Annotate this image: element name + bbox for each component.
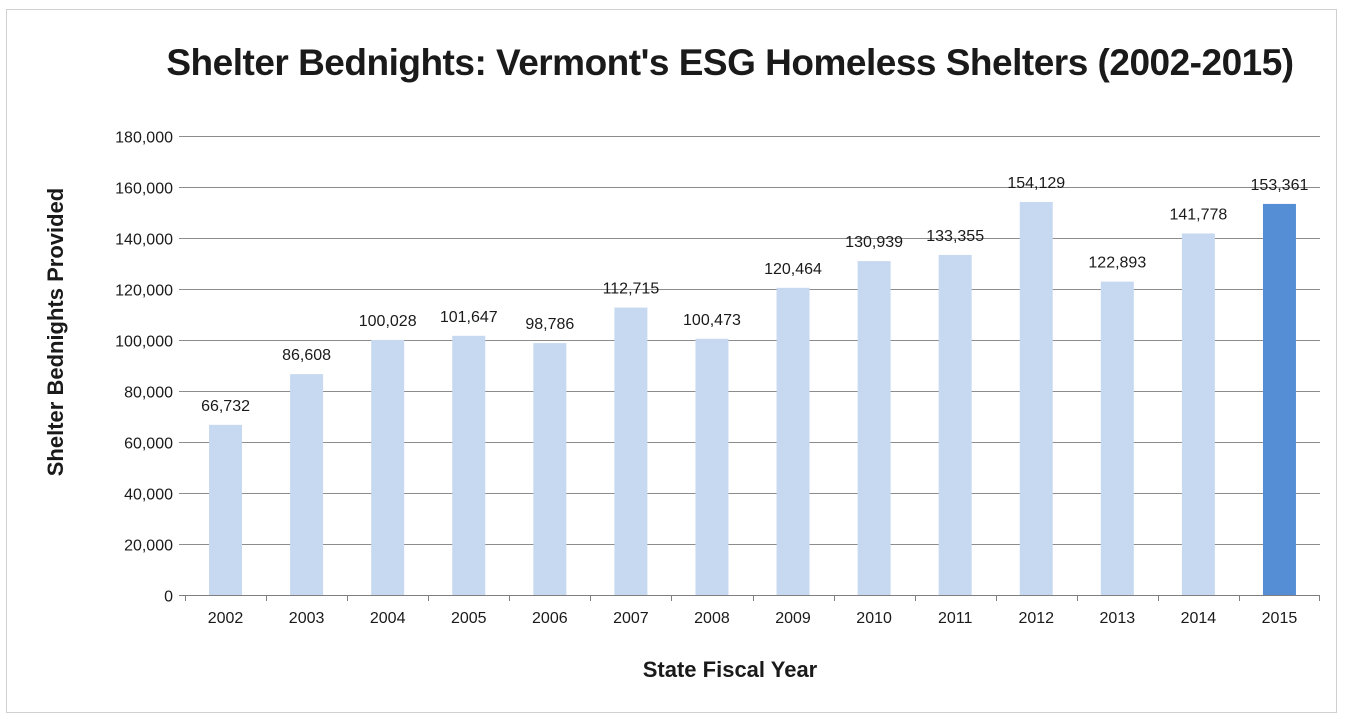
data-label-2013: 122,893 (1088, 255, 1146, 272)
y-tick-label: 120,000 (115, 283, 173, 300)
x-tick-label-2014: 2014 (1181, 610, 1217, 627)
x-tick-label-2015: 2015 (1262, 610, 1298, 627)
data-label-2012: 154,129 (1007, 175, 1065, 192)
bar-2010 (857, 261, 891, 595)
bar-2009 (776, 287, 810, 595)
y-axis-ticks: 0 20,000 40,000 60,000 80,000 100,000 120,000 1… (115, 130, 173, 606)
gridlines (179, 136, 1320, 596)
bar-2003 (290, 374, 324, 595)
x-tick-label-2013: 2013 (1100, 610, 1136, 627)
x-tick-label-2003: 2003 (289, 610, 325, 627)
bar-2013 (1100, 281, 1134, 595)
chart-title: Shelter Bednights: Vermont's ESG Homeles… (166, 42, 1294, 83)
bar-2011 (938, 254, 972, 595)
y-tick-label: 80,000 (124, 385, 173, 402)
x-tick-label-2010: 2010 (856, 610, 892, 627)
x-tick-label-2011: 2011 (938, 610, 973, 627)
data-label-2002: 66,732 (201, 398, 250, 415)
bar-2004 (371, 339, 405, 595)
x-tick-label-2009: 2009 (775, 610, 811, 627)
x-tick-label-2006: 2006 (532, 610, 568, 627)
x-tick-label-2012: 2012 (1018, 610, 1054, 627)
data-labels: 66,732 86,608 100,028 101,647 98,786 112,715 1… (201, 175, 1308, 415)
data-label-2005: 101,647 (440, 309, 498, 326)
bar-2014 (1181, 233, 1215, 595)
bar-2008 (695, 338, 729, 595)
y-tick-label: 160,000 (115, 181, 173, 198)
bar-2002 (209, 424, 243, 595)
data-label-2011: 133,355 (926, 228, 984, 245)
x-axis-title: State Fiscal Year (643, 657, 818, 682)
x-tick-label-2005: 2005 (451, 610, 487, 627)
y-axis-title: Shelter Bednights Provided (43, 188, 68, 477)
data-label-2003: 86,608 (282, 347, 331, 364)
x-tick-label-2008: 2008 (694, 610, 730, 627)
bars (209, 201, 1296, 595)
y-tick-label: 40,000 (124, 487, 173, 504)
data-label-2008: 100,473 (683, 312, 741, 329)
bar-2015 (1262, 203, 1296, 595)
data-label-2007: 112,715 (603, 281, 660, 298)
bar-2012 (1019, 201, 1053, 595)
x-axis-ticks: 2002 2003 2004 2005 2006 2007 2008 2009 2010 2011… (185, 595, 1320, 627)
data-label-2010: 130,939 (845, 234, 903, 251)
y-tick-label: 100,000 (115, 334, 173, 351)
x-tick-label-2007: 2007 (613, 610, 649, 627)
x-tick-label-2002: 2002 (208, 610, 244, 627)
bar-2006 (533, 343, 567, 595)
data-label-2015: 153,361 (1251, 177, 1309, 194)
data-label-2009: 120,464 (764, 261, 822, 278)
x-tick-label-2004: 2004 (370, 610, 406, 627)
y-tick-label: 60,000 (124, 436, 173, 453)
y-tick-label: 0 (164, 589, 173, 606)
bar-2007 (614, 307, 648, 595)
y-tick-label: 140,000 (115, 232, 173, 249)
data-label-2004: 100,028 (359, 313, 417, 330)
y-tick-label: 20,000 (124, 538, 173, 555)
bar-2005 (452, 335, 486, 595)
data-label-2014: 141,778 (1169, 206, 1227, 223)
y-tick-label: 180,000 (115, 130, 173, 147)
data-label-2006: 98,786 (525, 316, 574, 333)
